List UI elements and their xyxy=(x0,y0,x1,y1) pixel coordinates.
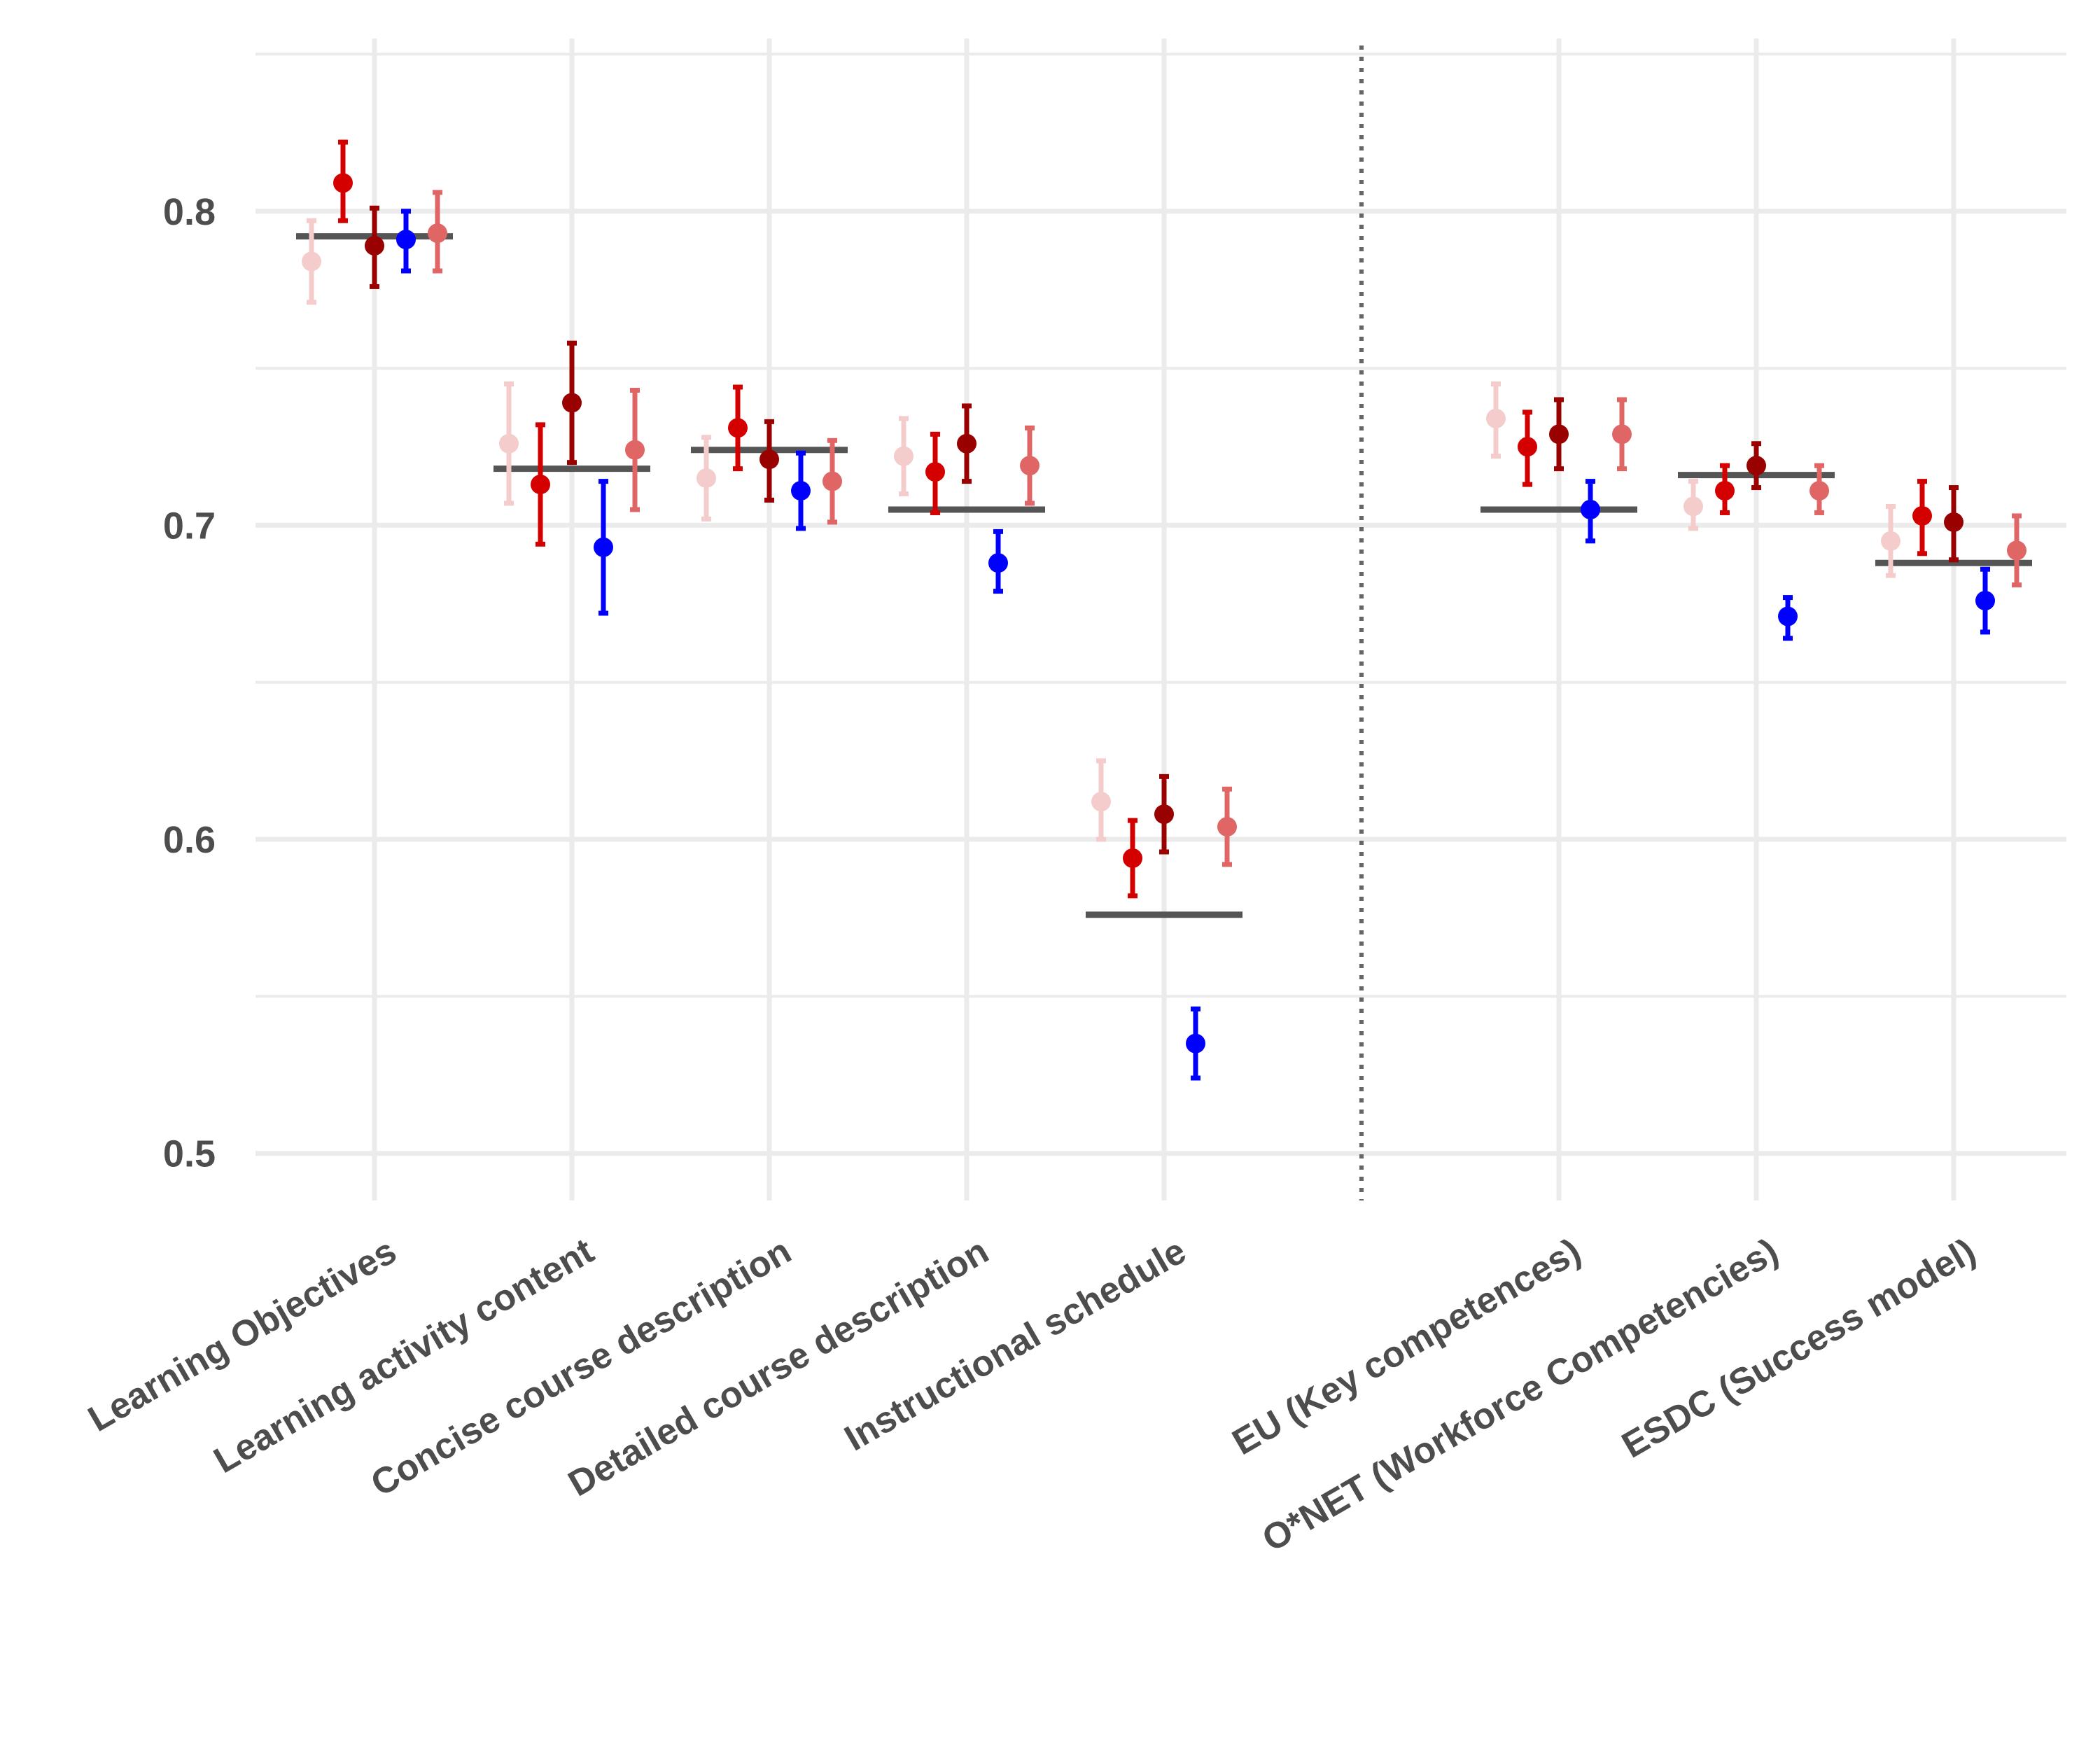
y-axis-ticks: 0.5 0.6 0.7 0.8 xyxy=(163,191,216,1175)
data-point xyxy=(696,468,716,489)
data-point xyxy=(1778,606,1798,626)
data-point xyxy=(1486,408,1506,428)
data-point xyxy=(1154,804,1174,825)
data-point xyxy=(1091,792,1111,812)
data-point xyxy=(1612,424,1632,444)
data-point xyxy=(1549,424,1569,444)
data-point xyxy=(1881,531,1900,551)
data-point xyxy=(791,481,811,501)
y-tick-label: 0.7 xyxy=(163,505,216,547)
data-point xyxy=(1684,496,1703,517)
data-point xyxy=(531,475,550,495)
x-tick-label: Instructional schedule xyxy=(838,1231,1193,1459)
data-point xyxy=(365,236,384,256)
data-point xyxy=(988,553,1008,573)
y-tick-label: 0.6 xyxy=(163,819,216,861)
y-tick-label: 0.5 xyxy=(163,1133,216,1175)
data-point xyxy=(822,471,842,491)
data-point xyxy=(333,173,353,193)
data-point xyxy=(396,230,416,250)
data-point xyxy=(1975,591,1995,611)
data-point xyxy=(302,251,321,272)
data-point xyxy=(760,449,779,470)
data-point xyxy=(1912,505,1932,526)
series-marks xyxy=(302,139,2026,1081)
data-point xyxy=(2007,540,2026,561)
x-tick-label: ESDC (Success model) xyxy=(1615,1231,1982,1466)
data-point xyxy=(1518,437,1537,457)
data-point xyxy=(1581,499,1600,519)
x-tick-label: Learning Objectives xyxy=(82,1231,403,1440)
data-point xyxy=(1186,1033,1205,1054)
data-point xyxy=(957,433,976,454)
data-point xyxy=(1123,848,1142,868)
data-point xyxy=(594,537,613,557)
data-point xyxy=(625,440,645,460)
data-point xyxy=(1217,817,1237,837)
data-point xyxy=(894,446,913,466)
gridlines xyxy=(255,38,2066,1200)
y-tick-label: 0.8 xyxy=(163,191,216,233)
data-point xyxy=(428,223,447,244)
x-tick-label: Learning activity content xyxy=(207,1231,601,1481)
data-point xyxy=(1746,456,1766,476)
data-point xyxy=(562,393,582,413)
data-point xyxy=(1715,481,1735,501)
data-point xyxy=(499,433,519,454)
data-point xyxy=(925,462,945,482)
data-point xyxy=(728,418,748,438)
data-point xyxy=(1944,512,1963,532)
x-tick-label: EU (Key competences) xyxy=(1226,1231,1588,1463)
data-point xyxy=(1020,456,1040,476)
data-point xyxy=(1809,481,1829,501)
